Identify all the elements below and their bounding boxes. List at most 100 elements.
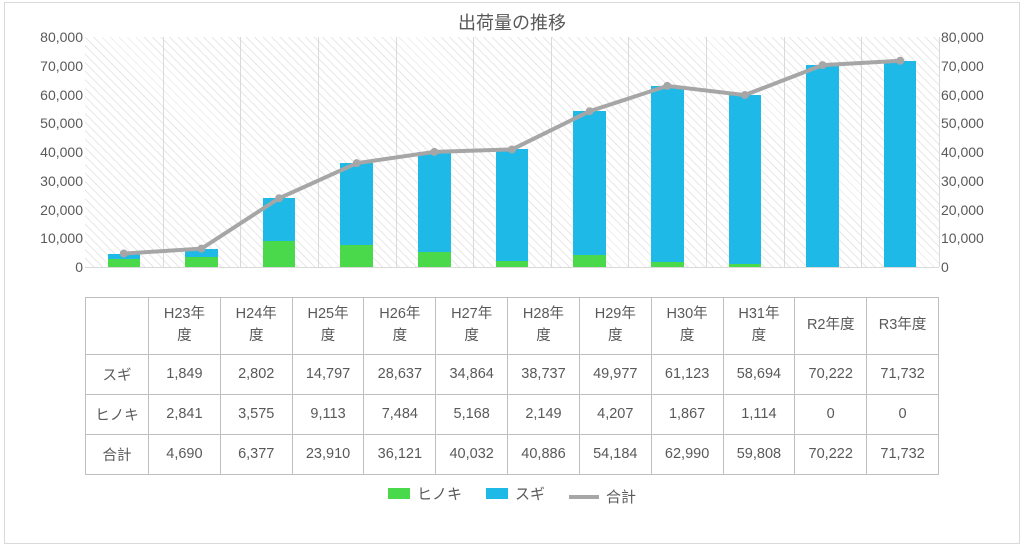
y-tick: 0: [941, 259, 1009, 275]
table-year: R2年度: [795, 298, 867, 355]
bar-hinoki: [263, 241, 296, 267]
y-tick: 30,000: [15, 173, 83, 189]
y-tick: 10,000: [941, 230, 1009, 246]
swatch-icon: [486, 488, 508, 499]
table-cell: 5,168: [436, 394, 508, 434]
y-tick: 50,000: [15, 115, 83, 131]
legend-label: ヒノキ: [417, 483, 462, 504]
swatch-icon: [388, 488, 410, 499]
bar-sugi: [806, 65, 839, 267]
table-cell: 36,121: [364, 434, 436, 474]
y-tick: 70,000: [15, 58, 83, 74]
table-cell: 4,690: [149, 434, 221, 474]
legend: ヒノキ スギ 合計: [5, 475, 1019, 512]
table-cell: 49,977: [579, 354, 651, 394]
data-table: H23年度H24年度H25年度H26年度H27年度H28年度H29年度H30年度…: [85, 297, 939, 475]
table-year: H24年度: [220, 298, 292, 355]
bar-hinoki: [729, 264, 762, 267]
bar-sugi: [729, 95, 762, 264]
bar-sugi: [496, 149, 529, 260]
table-cell: 70,222: [795, 434, 867, 474]
y-axis-right: 010,00020,00030,00040,00050,00060,00070,…: [941, 37, 1009, 267]
table-corner: [86, 298, 149, 355]
y-tick: 60,000: [15, 87, 83, 103]
table-year: H27年度: [436, 298, 508, 355]
y-tick: 20,000: [941, 202, 1009, 218]
bar-hinoki: [340, 245, 373, 267]
y-tick: 70,000: [941, 58, 1009, 74]
table-cell: 1,849: [149, 354, 221, 394]
table-cell: 71,732: [867, 354, 939, 394]
table-cell: 1,867: [651, 394, 723, 434]
table-cell: 71,732: [867, 434, 939, 474]
bar-hinoki: [651, 262, 684, 267]
table-cell: 14,797: [292, 354, 364, 394]
legend-item-total: 合計: [569, 486, 636, 507]
table-row-header: ヒノキ: [86, 394, 149, 434]
y-tick: 40,000: [15, 144, 83, 160]
table-cell: 6,377: [220, 434, 292, 474]
legend-item-hinoki: ヒノキ: [388, 483, 462, 504]
table-cell: 1,114: [723, 394, 795, 434]
table-year: R3年度: [867, 298, 939, 355]
legend-item-sugi: スギ: [486, 483, 545, 504]
bar-sugi: [263, 198, 296, 241]
table-year: H30年度: [651, 298, 723, 355]
table-cell: 70,222: [795, 354, 867, 394]
legend-label: 合計: [606, 486, 636, 507]
line-swatch-icon: [569, 495, 599, 499]
bar-sugi: [108, 254, 141, 259]
y-tick: 40,000: [941, 144, 1009, 160]
bar-hinoki: [418, 252, 451, 267]
grid-column: [85, 37, 164, 267]
bar-sugi: [651, 86, 684, 262]
y-tick: 0: [15, 259, 83, 275]
table-cell: 0: [867, 394, 939, 434]
table-cell: 7,484: [364, 394, 436, 434]
table-year: H31年度: [723, 298, 795, 355]
y-tick: 30,000: [941, 173, 1009, 189]
chart-container: 出荷量の推移 0 10,000 20,000 30,000 40,000 50,000 60…: [4, 2, 1020, 544]
table-cell: 2,841: [149, 394, 221, 434]
table-row-header: スギ: [86, 354, 149, 394]
table-cell: 54,184: [579, 434, 651, 474]
table-cell: 38,737: [508, 354, 580, 394]
plot: [85, 37, 939, 268]
chart-title: 出荷量の推移: [5, 3, 1019, 37]
bar-hinoki: [185, 257, 218, 267]
table-cell: 40,032: [436, 434, 508, 474]
table-cell: 4,207: [579, 394, 651, 434]
bar-hinoki: [108, 259, 141, 267]
table-cell: 40,886: [508, 434, 580, 474]
table-year: H25年度: [292, 298, 364, 355]
table-cell: 62,990: [651, 434, 723, 474]
bar-hinoki: [573, 255, 606, 267]
table-cell: 9,113: [292, 394, 364, 434]
table-cell: 2,149: [508, 394, 580, 434]
bar-sugi: [884, 61, 917, 267]
table-cell: 23,910: [292, 434, 364, 474]
table-cell: 3,575: [220, 394, 292, 434]
bar-sugi: [340, 163, 373, 245]
table-cell: 34,864: [436, 354, 508, 394]
table-row-header: 合計: [86, 434, 149, 474]
table-year: H28年度: [508, 298, 580, 355]
bar-sugi: [573, 111, 606, 255]
plot-area: 0 10,000 20,000 30,000 40,000 50,000 60,000 70,…: [15, 37, 1009, 297]
y-tick: 80,000: [15, 29, 83, 45]
grid-column: [163, 37, 242, 267]
legend-label: スギ: [515, 483, 545, 504]
table-cell: 0: [795, 394, 867, 434]
table-year: H29年度: [579, 298, 651, 355]
y-tick: 60,000: [941, 87, 1009, 103]
table-year: H26年度: [364, 298, 436, 355]
bar-sugi: [185, 249, 218, 257]
table-cell: 59,808: [723, 434, 795, 474]
y-tick: 80,000: [941, 29, 1009, 45]
table-cell: 2,802: [220, 354, 292, 394]
y-tick: 10,000: [15, 230, 83, 246]
table-year: H23年度: [149, 298, 221, 355]
table-cell: 28,637: [364, 354, 436, 394]
y-tick: 50,000: [941, 115, 1009, 131]
y-axis-left: 010,00020,00030,00040,00050,00060,00070,…: [15, 37, 83, 267]
